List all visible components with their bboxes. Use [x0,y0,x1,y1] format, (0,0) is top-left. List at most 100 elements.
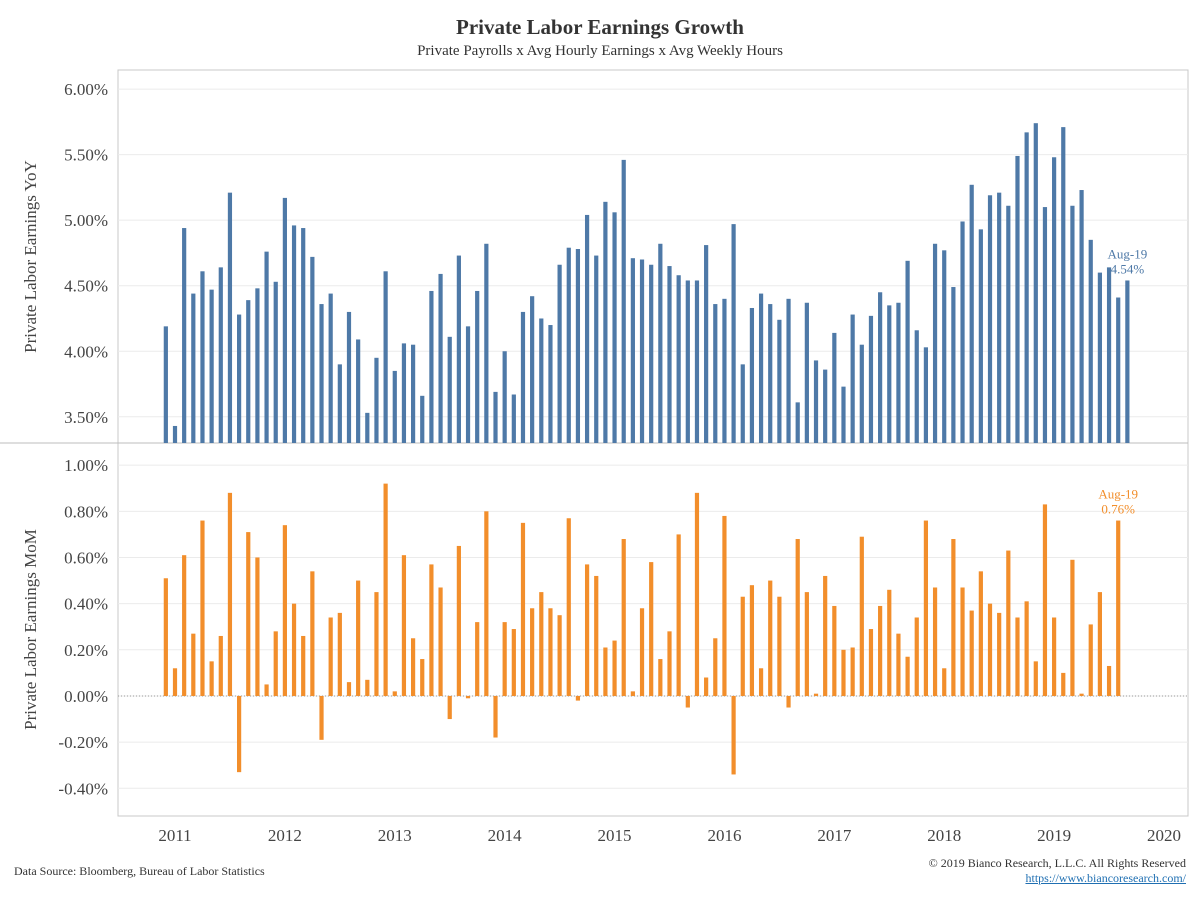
bar-yoy [163,326,168,443]
bar-mom [557,615,562,696]
bar-yoy [923,347,929,443]
bar-yoy [291,225,297,443]
bar-mom [850,647,855,696]
bar-yoy [218,267,223,443]
bar-yoy [841,386,846,443]
bar-mom [768,580,773,696]
bar-yoy [658,243,663,443]
bar-mom [1116,520,1121,696]
bar-mom [823,575,828,696]
bar-yoy [914,330,919,443]
bar-yoy [731,224,736,443]
bar-yoy [1097,272,1102,443]
bar-mom [859,536,864,696]
bar-mom [1006,550,1011,696]
bar-mom [685,695,690,708]
bar-yoy [548,325,553,443]
bar-mom [923,520,929,696]
bar-mom [841,649,846,696]
bar-mom [1024,601,1029,696]
bar-mom [237,695,242,773]
bar-yoy [942,250,947,443]
bar-mom [777,596,782,696]
bar-mom [584,564,590,696]
bar-mom [264,684,269,696]
bar-yoy [383,271,388,443]
bar-yoy [969,184,974,443]
bar-mom [667,631,672,696]
y-tick-label-yoy: 4.50% [64,277,108,296]
x-tick-label: 2017 [817,826,852,845]
bar-mom [365,679,370,696]
bar-mom [392,691,397,696]
website-link[interactable]: https://www.biancoresearch.com/ [1025,871,1186,885]
bar-yoy [273,281,278,443]
bar-mom [246,532,251,696]
bar-mom [749,585,755,696]
y-tick-label-mom: 0.40% [64,595,108,614]
y-tick-label-mom: 0.20% [64,641,108,660]
bar-mom [813,693,819,696]
bar-mom [484,511,489,696]
bar-mom [868,629,874,696]
bar-mom [502,622,507,696]
bar-yoy [932,243,938,443]
bar-mom [374,592,379,696]
bar-mom [713,638,718,696]
bar-yoy [539,318,544,443]
bar-yoy [566,247,571,443]
bar-mom [603,647,608,696]
bar-yoy [374,357,379,443]
y-tick-label-yoy: 6.00% [64,80,108,99]
y-tick-label-mom: -0.20% [58,733,108,752]
bar-yoy [319,304,324,443]
bar-yoy [905,260,910,443]
bar-mom [227,492,233,696]
bar-yoy [1052,157,1057,443]
bar-yoy [832,332,837,443]
bar-mom [997,612,1002,696]
bar-mom [310,571,315,696]
copyright-block: © 2019 Bianco Research, L.L.C. All Right… [929,856,1186,886]
bar-yoy [246,300,251,443]
bar-yoy [209,289,214,443]
bar-yoy [310,256,315,443]
bar-yoy [740,364,745,443]
bar-mom [960,587,965,696]
bar-mom [887,589,892,696]
y-tick-label-mom: 0.60% [64,548,108,567]
bar-yoy [1015,155,1020,444]
bar-yoy [584,214,590,443]
bar-yoy [960,221,965,443]
bar-mom [255,557,260,696]
bar-yoy [813,360,819,443]
bar-yoy [1024,132,1029,443]
bar-yoy [594,255,599,443]
bar-mom [209,661,214,696]
bar-mom [566,518,571,696]
bar-yoy [410,344,416,443]
bar-yoy [887,305,892,443]
bar-yoy [722,298,727,443]
bar-mom [978,571,983,696]
bar-yoy [237,314,242,443]
bar-mom [1079,693,1084,696]
bar-yoy [603,201,608,443]
bar-mom [804,592,809,696]
bar-yoy [365,412,370,443]
bar-yoy [438,273,443,443]
bar-mom [740,596,745,696]
bar-mom [182,555,187,696]
bar-mom [594,575,599,696]
bar-yoy [713,304,718,443]
bar-yoy [502,351,507,443]
bar-mom [878,605,883,696]
bar-mom [1052,617,1057,696]
bar-yoy [191,293,196,443]
bar-mom [301,635,306,696]
x-tick-label: 2012 [268,826,302,845]
bar-yoy [749,307,755,443]
bar-yoy [649,264,654,443]
bar-mom [1088,624,1093,696]
